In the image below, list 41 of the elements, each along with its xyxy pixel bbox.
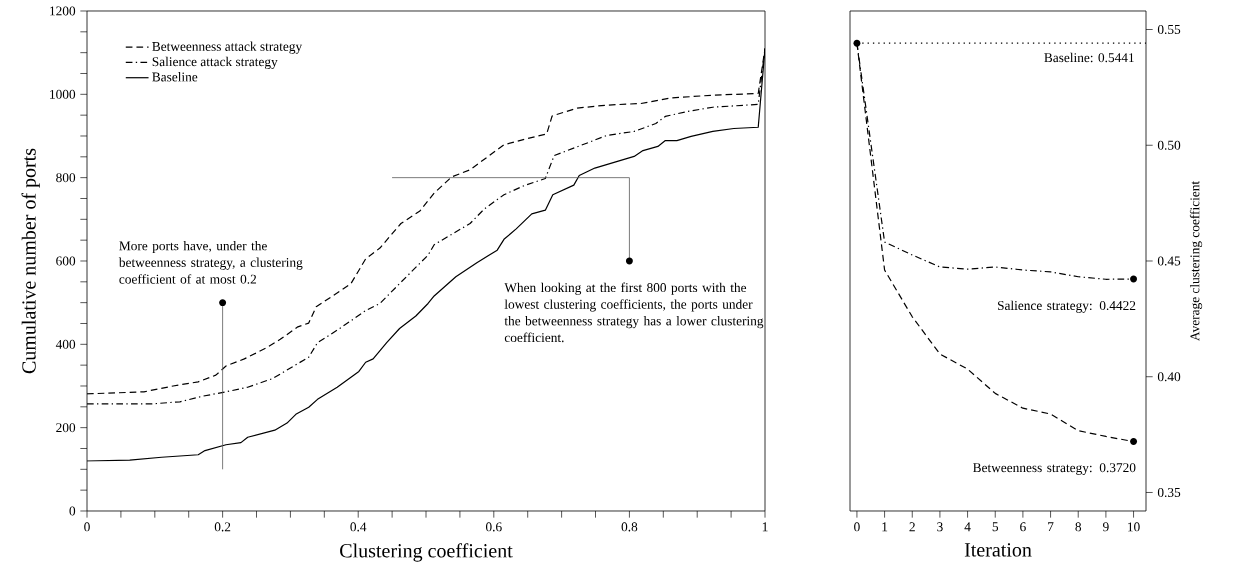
x-tick-label: 10 bbox=[1128, 522, 1140, 532]
annotation: When looking at the first 800 ports with the lowest clustering coefficients, the ports under the betweenness strategy has a lower clustering coefficient. bbox=[504, 282, 764, 343]
y-axis-title: Average clustering coefficient bbox=[1189, 180, 1203, 341]
x-tick-label: 0.2 bbox=[214, 522, 231, 532]
y-tick-label: 400 bbox=[55, 339, 76, 349]
x-tick-label: 0 bbox=[84, 522, 90, 532]
x-tick-label: 1 bbox=[762, 522, 768, 532]
annotation: More ports have, under the betweenness strategy, a clustering coefficient of at most 0.2 bbox=[118, 240, 303, 284]
x-axis-title: Iteration bbox=[964, 543, 1032, 557]
x-tick-label: 0.4 bbox=[350, 522, 367, 532]
y-tick-label: 0.55 bbox=[1157, 24, 1181, 35]
x-tick-label: 0 bbox=[854, 522, 860, 532]
x-tick-label: 9 bbox=[1103, 522, 1109, 532]
x-tick-label: 3 bbox=[937, 522, 943, 532]
x-tick-label: 0.8 bbox=[621, 522, 638, 532]
y-tick-label: 0 bbox=[69, 506, 76, 516]
y-axis-title: Cumulative number of ports bbox=[21, 148, 40, 374]
y-tick-label: 1200 bbox=[50, 6, 76, 16]
y-tick-label: 0.40 bbox=[1157, 372, 1181, 382]
x-tick-label: 5 bbox=[992, 522, 999, 532]
y-tick-label: 200 bbox=[56, 423, 76, 433]
annotation: Betweenness strategy: 0.3720 bbox=[973, 463, 1136, 475]
x-tick-label: 0.6 bbox=[485, 522, 502, 532]
legend-label: Baseline bbox=[152, 72, 198, 82]
y-tick-label: 0.50 bbox=[1157, 140, 1181, 150]
y-tick-label: 0.45 bbox=[1157, 256, 1181, 266]
ref-line-label: Baseline: 0.5441 bbox=[1044, 52, 1134, 63]
y-tick-label: 800 bbox=[56, 173, 76, 183]
x-tick-label: 7 bbox=[1048, 522, 1054, 532]
x-tick-label: 6 bbox=[1020, 522, 1026, 532]
x-tick-label: 4 bbox=[964, 522, 971, 532]
annotation: Salience strategy: 0.4422 bbox=[998, 300, 1136, 313]
y-tick-label: 600 bbox=[56, 256, 76, 266]
y-tick-label: 0.35 bbox=[1157, 487, 1181, 497]
x-tick-label: 2 bbox=[909, 522, 915, 532]
y-tick-label: 1000 bbox=[50, 89, 76, 99]
x-axis-title: Clustering coefficient bbox=[340, 543, 513, 562]
x-tick-label: 1 bbox=[882, 522, 888, 532]
x-tick-label: 8 bbox=[1075, 522, 1082, 532]
legend-label: Betweenness attack strategy bbox=[152, 41, 303, 54]
legend-label: Salience attack strategy bbox=[152, 56, 278, 69]
